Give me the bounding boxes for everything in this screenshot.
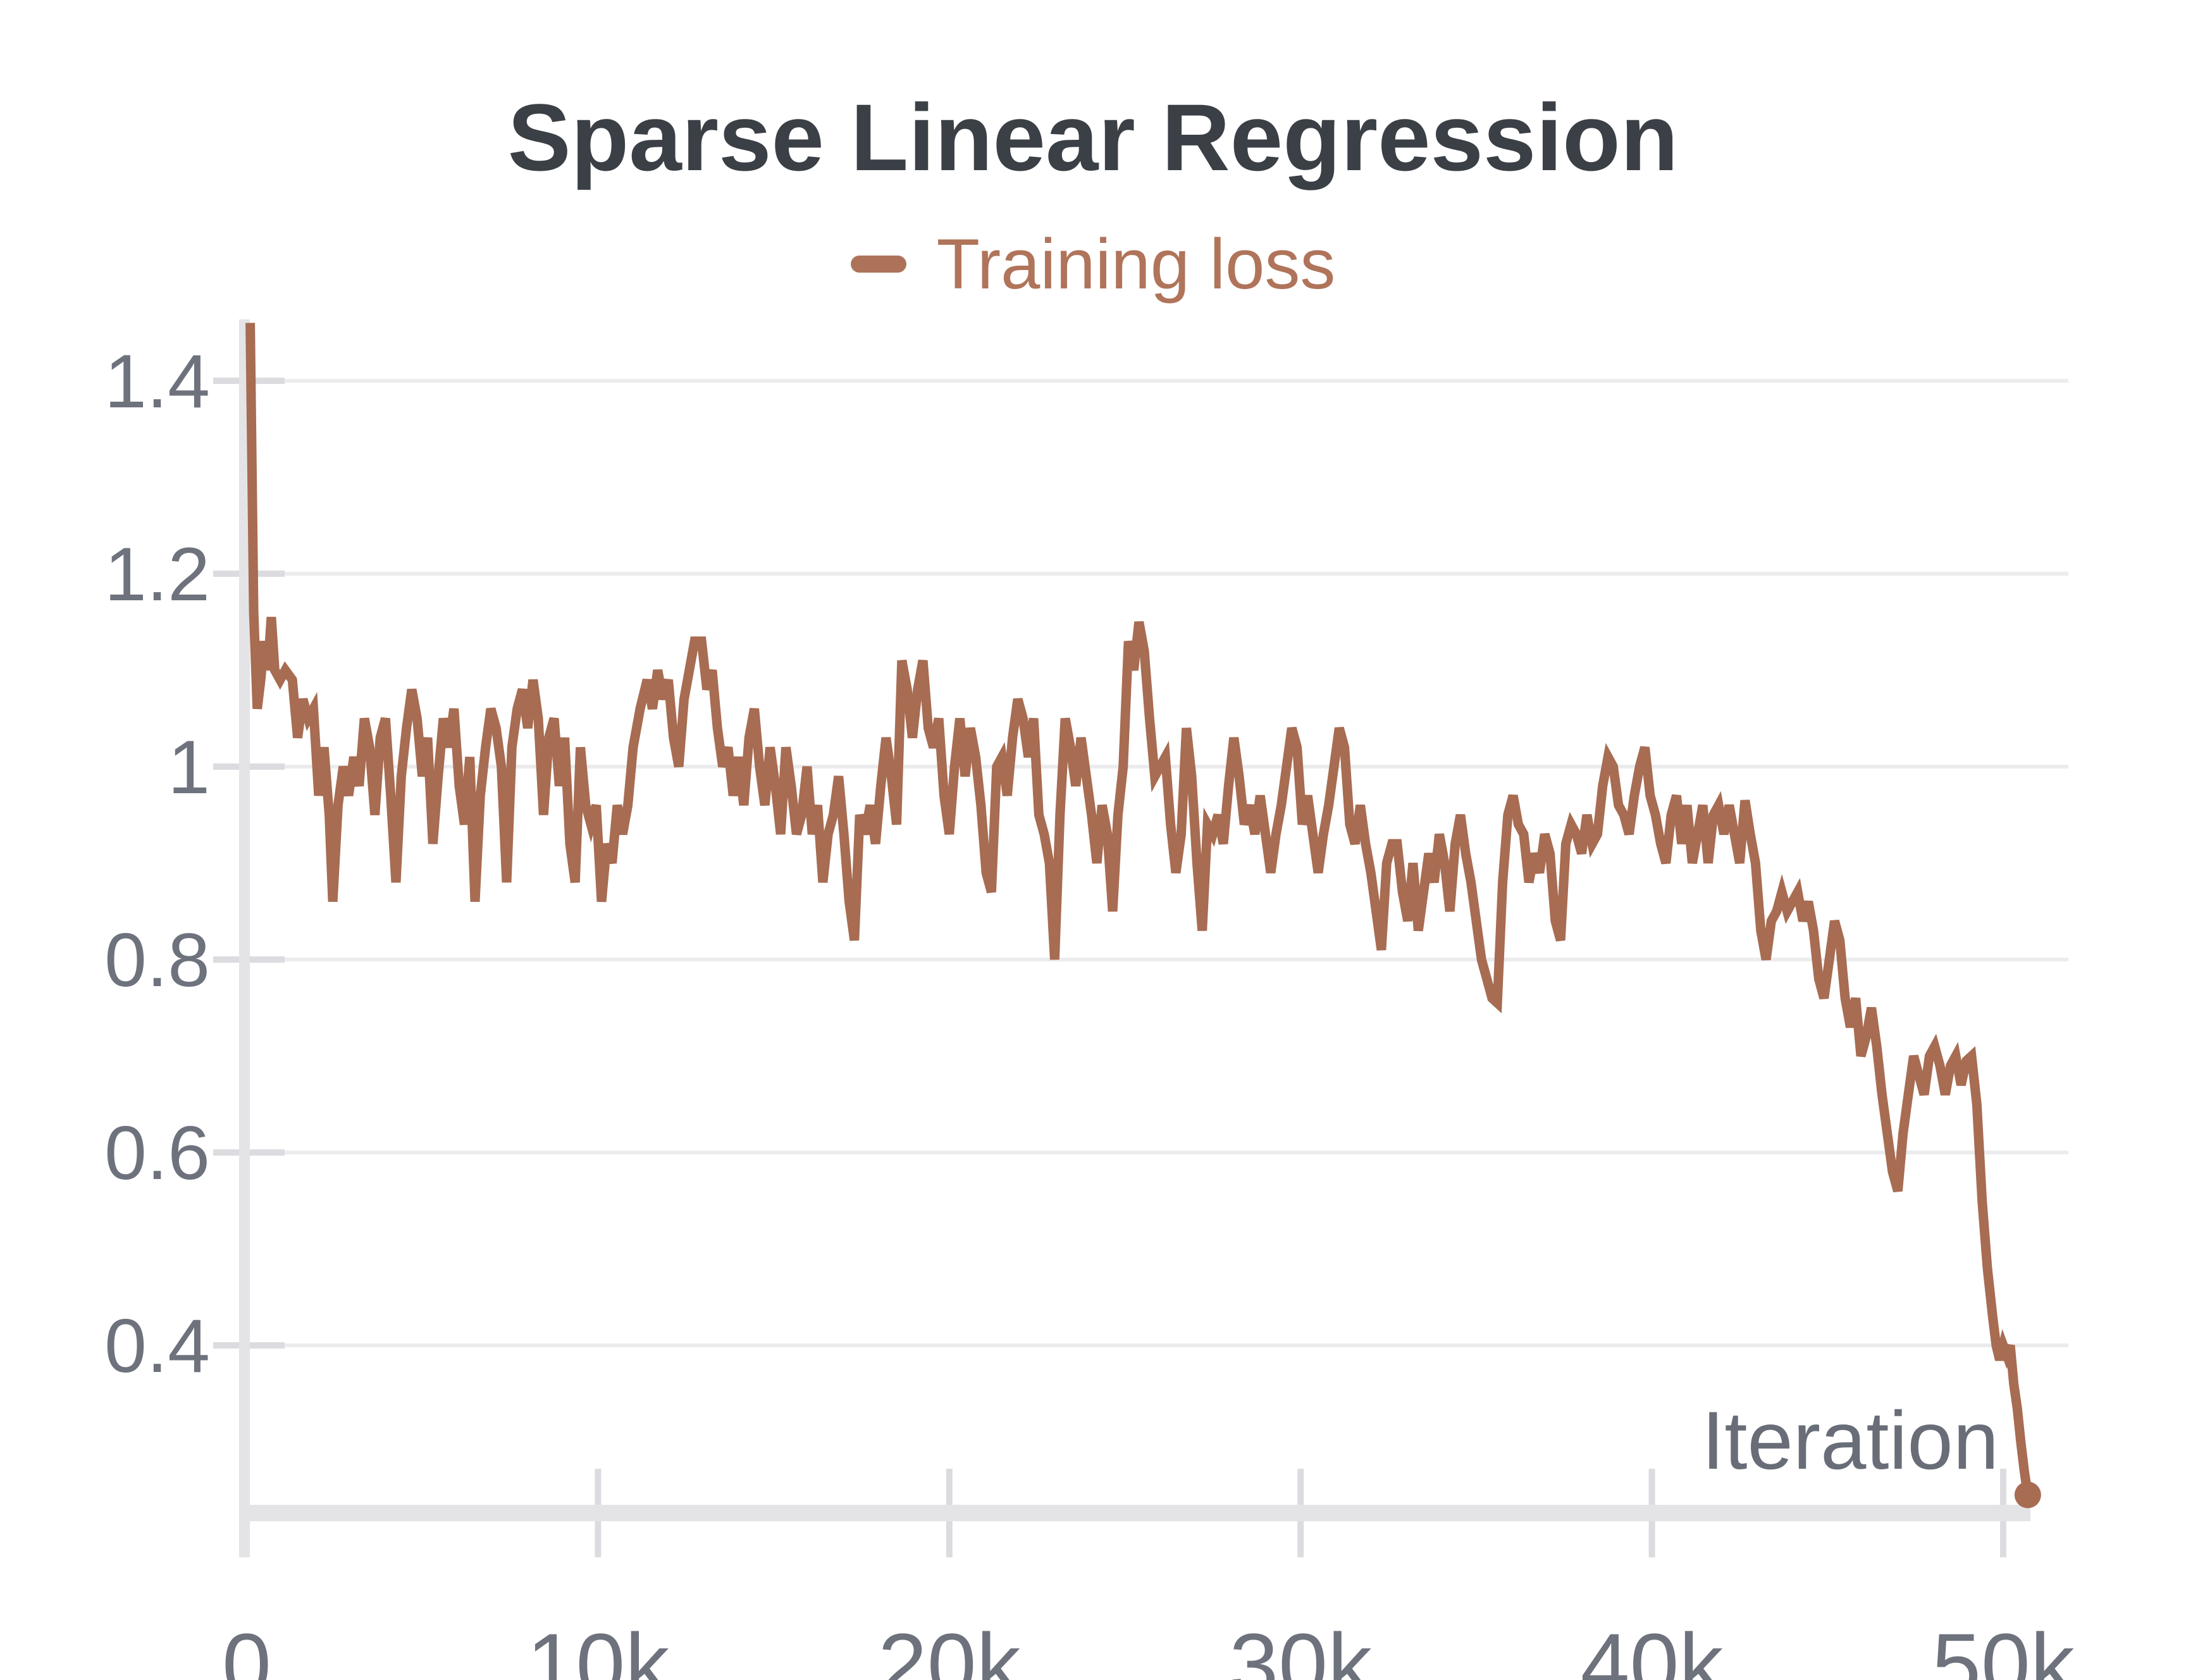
y-tick-label: 1.2 bbox=[104, 532, 210, 617]
x-axis-line bbox=[242, 1505, 2030, 1521]
y-axis-line bbox=[239, 319, 250, 1557]
legend-item-training-loss[interactable]: Training loss bbox=[850, 225, 1336, 304]
y-tick-label: 1.4 bbox=[104, 339, 210, 424]
x-axis-title: Iteration bbox=[1701, 1394, 1999, 1486]
training-loss-line[interactable] bbox=[245, 323, 2033, 1496]
x-tick-label: 40k bbox=[1581, 1615, 1724, 1680]
y-tick-label: 0.6 bbox=[104, 1111, 210, 1195]
tick-labels-layer: 1.4 1.2 1 0.8 0.6 0.4 0 10k 20k 30k 40k 50k Iteratio… bbox=[104, 339, 2075, 1680]
x-tick-label: 0 bbox=[222, 1615, 271, 1680]
x-tick-label: 50k bbox=[1932, 1615, 2075, 1680]
series-end-dot bbox=[2014, 1481, 2041, 1509]
y-tick-label: 1 bbox=[168, 725, 210, 810]
gridlines-layer bbox=[213, 378, 2068, 1557]
page-title: Sparse Linear Regression bbox=[507, 84, 1679, 190]
y-tick-label: 0.8 bbox=[104, 918, 210, 1003]
x-tick-label: 10k bbox=[527, 1615, 670, 1680]
plot-area[interactable] bbox=[245, 323, 2041, 1509]
legend-swatch-icon bbox=[850, 256, 906, 273]
x-tick-label: 20k bbox=[878, 1615, 1022, 1680]
legend: Training loss bbox=[0, 225, 2186, 303]
x-tick-label: 30k bbox=[1229, 1615, 1373, 1680]
legend-item-label: Training loss bbox=[936, 225, 1336, 304]
y-tick-label: 0.4 bbox=[104, 1304, 210, 1388]
axis-layer bbox=[239, 319, 2030, 1557]
